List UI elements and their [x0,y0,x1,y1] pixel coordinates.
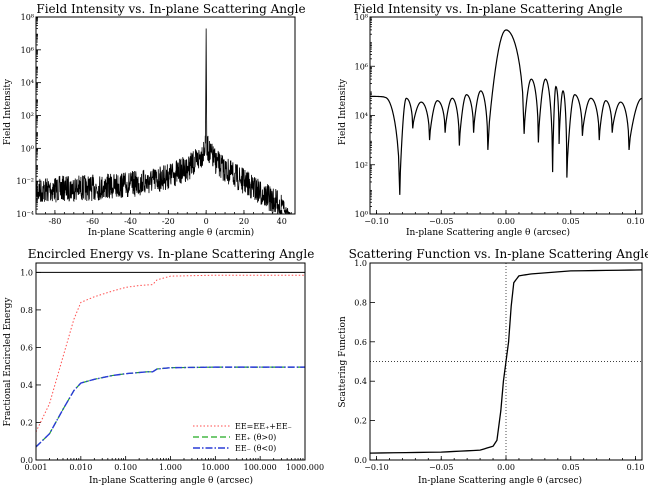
panel1-ylabel: Field Intensity [3,78,13,145]
panel2-ylabel: Field Intensity [338,78,348,145]
panel-field-intensity-arcmin: Field Intensity vs. In-plane Scattering … [3,2,306,238]
panel3-title: Encircled Energy vs. In-plane Scattering… [28,247,315,261]
panel4-xlabel: In-plane Scattering angle θ (arcsec) [418,475,582,486]
panel4-ylabel: Scattering Function [338,316,348,408]
panel4-xtick-label: 0.00 [497,463,515,472]
panel3-series-minus [35,366,305,448]
panel4-ytick-label: 0.4 [354,377,367,386]
panel1-frame [35,16,296,215]
panel3-xtick-label: 0.100 [114,463,137,472]
panel3-frame [35,262,306,461]
panel2-ytick-label: 10⁶ [355,62,368,71]
panel3-ytick-label: 0.0 [20,456,33,465]
panel3-xtick-label: 100.000 [244,463,277,472]
panel3-ytick-label: 0.4 [20,381,33,390]
panel3-ytick-label: 0.2 [20,418,33,427]
panel-encircled-energy: Encircled Energy vs. In-plane Scattering… [3,247,324,486]
panel1-xtick-label: -20 [162,217,175,226]
panel1-xtick-label: -40 [124,217,137,226]
panel1-title: Field Intensity vs. In-plane Scattering … [36,2,305,16]
panel4-xtick-label: 0.10 [627,463,645,472]
panel2-xtick-label: 0.05 [562,217,580,226]
panel4-xtick-label: −0.05 [429,463,454,472]
panel4-ytick-label: 0.0 [354,456,367,465]
panel4-ytick-label: 1.0 [354,259,367,268]
panel4-ytick-label: 0.8 [354,298,367,307]
panel3-ytick-label: 0.8 [20,306,33,315]
panel3-series-total [35,274,305,433]
panel4-frame [369,262,643,461]
panel2-frame [369,16,643,215]
panel1-ytick-label: 10⁰ [21,144,34,153]
panel3-xtick-label: 1.000 [159,463,182,472]
panel1-series-line [35,28,291,215]
panel4-title: Scattering Function vs. In-plane Scatter… [349,247,648,261]
panel1-ytick-label: 10⁻⁴ [16,210,34,219]
panel1-xtick-label: -60 [86,217,99,226]
panel1-xtick-label: 20 [239,217,249,226]
panel3-ticks: 0.001 0.010 0.100 1.000 10.000 100.000 1000.00… [20,268,324,472]
legend-label-minus: EE₋ (θ<0) [235,444,276,453]
panel2-xtick-label: −0.10 [364,217,389,226]
panel4-ytick-label: 0.2 [354,417,367,426]
panel-field-intensity-arcsec: Field Intensity vs. In-plane Scattering … [338,2,644,238]
panel3-xlabel: In-plane Scattering angle θ (arcsec) [89,475,253,486]
panel2-ytick-label: 10⁴ [355,112,368,121]
panel1-xtick-label: 0 [204,217,209,226]
panel1-ytick-label: 10² [21,112,34,121]
panel-scattering-function: Scattering Function vs. In-plane Scatter… [338,247,648,486]
panel2-ytick-label: 10⁸ [355,13,368,22]
panel1-xlabel: In-plane Scattering angle θ (arcmin) [88,227,254,238]
panel1-ytick-label: 10⁴ [21,79,34,88]
panel1-ytick-label: 10⁸ [21,13,34,22]
panel2-xlabel: In-plane Scattering angle θ (arcsec) [406,227,570,238]
panel2-title: Field Intensity vs. In-plane Scattering … [353,2,622,16]
panel2-ytick-label: 10² [355,161,368,170]
panel3-xtick-label: 10.000 [201,463,229,472]
legend-label-plus: EE₊ (θ>0) [235,433,276,442]
legend-label-total: EE=EE₊+EE₋ [235,422,292,431]
panel3-ytick-label: 1.0 [20,268,33,277]
panel3-xtick-label: 0.010 [69,463,92,472]
panel2-xtick-label: 0.10 [627,217,645,226]
panel3-xtick-label: 1000.000 [286,463,324,472]
panel4-ytick-label: 0.6 [354,338,367,347]
panel4-series-line [369,269,643,454]
panel4-xtick-label: 0.05 [562,463,580,472]
panel2-series-line [370,29,643,195]
panel2-xtick-label: −0.05 [429,217,454,226]
panel3-xtick-label: 0.001 [25,463,48,472]
panel4-ticks: −0.10 −0.05 0.00 0.05 0.10 0.0 0.2 0.4 0.6 0.8 1.0 [354,259,644,472]
panel2-ytick-label: 10⁰ [355,210,368,219]
panel3-legend: EE=EE₊+EE₋ EE₊ (θ>0) EE₋ (θ<0) [193,422,292,453]
panel2-xtick-label: 0.00 [497,217,515,226]
panel1-xtick-label: -80 [48,217,61,226]
panel3-ytick-label: 0.6 [20,343,33,352]
panel1-ytick-label: 10⁻² [16,177,34,186]
panel1-xtick-label: 40 [277,217,287,226]
panel3-ylabel: Fractional Encircled Energy [3,297,13,427]
panel4-xtick-label: −0.10 [364,463,389,472]
panel1-ytick-label: 10⁶ [21,46,34,55]
